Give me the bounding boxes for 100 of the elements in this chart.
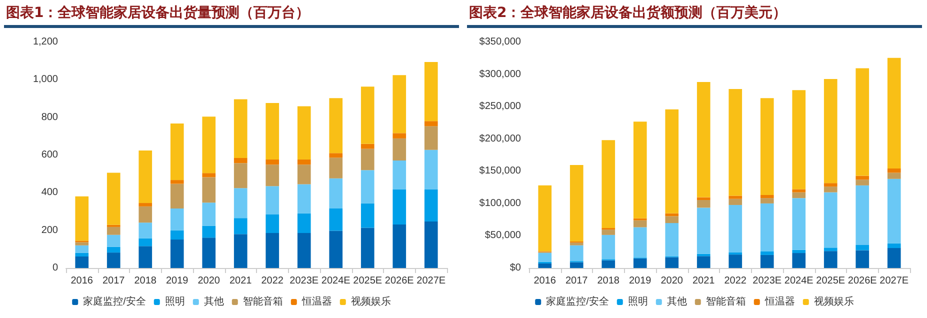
legend-label: 智能音箱 [242, 296, 283, 308]
bar [602, 140, 616, 228]
chart-title: 图表1：全球智能家居设备出货量预测（百万台） [4, 0, 459, 28]
bar [170, 124, 184, 180]
bar [392, 189, 406, 224]
bar [665, 216, 679, 224]
bar [792, 192, 806, 198]
y-tick-label: $100,000 [479, 198, 522, 209]
bar [392, 224, 406, 268]
bar [760, 251, 774, 255]
legend-label: 智能音箱 [706, 296, 746, 308]
bar [392, 138, 406, 160]
bar [570, 165, 584, 242]
x-tick-label: 2018 [134, 276, 157, 286]
bar [665, 257, 679, 268]
bar [824, 251, 838, 268]
bar [138, 203, 152, 206]
bar [696, 256, 710, 268]
y-tick-label: 0 [52, 262, 58, 274]
bar [329, 178, 343, 208]
bar [856, 185, 870, 245]
bar [696, 200, 710, 208]
bar [792, 250, 806, 254]
bar [329, 230, 343, 268]
bar [424, 121, 438, 126]
bar [297, 164, 311, 184]
bar [138, 238, 152, 246]
y-tick-label: $150,000 [479, 166, 522, 177]
x-tick-label: 2022 [261, 276, 284, 286]
bar [170, 180, 184, 184]
bar [696, 208, 710, 254]
bar [75, 196, 89, 241]
bar [760, 254, 774, 268]
y-tick-label: $0 [510, 262, 522, 274]
y-tick-label: 1,200 [32, 36, 58, 48]
bar [792, 198, 806, 250]
bar [760, 203, 774, 252]
bar [424, 126, 438, 150]
bar [824, 79, 838, 184]
bar [728, 88, 742, 196]
bar [202, 202, 216, 226]
x-tick-label: 2027E [416, 276, 446, 286]
bar [75, 252, 89, 257]
legend-label: 其他 [204, 296, 224, 308]
x-tick-label: 2020 [660, 276, 684, 286]
legend-label: 照明 [628, 296, 648, 308]
bar [138, 206, 152, 223]
legend-label: 视频娱乐 [814, 296, 854, 308]
bar [329, 153, 343, 158]
bar [792, 189, 806, 192]
bar [106, 234, 120, 247]
bar [75, 256, 89, 268]
bar [266, 186, 280, 215]
bar [392, 133, 406, 138]
x-tick-label: 2019 [166, 276, 189, 286]
bar [234, 188, 248, 218]
bar [170, 240, 184, 268]
bar [665, 213, 679, 216]
bar [856, 68, 870, 176]
x-tick-label: 2021 [692, 276, 716, 286]
x-tick-label: 2023E [290, 276, 319, 286]
bar [792, 253, 806, 268]
x-tick-label: 2023E [752, 276, 782, 286]
bar [856, 180, 870, 186]
bar [202, 177, 216, 203]
bar [424, 62, 438, 122]
bar [297, 232, 311, 268]
legend-label: 其他 [666, 296, 687, 308]
bar [887, 168, 901, 173]
bar [202, 238, 216, 268]
x-tick-label: 2020 [198, 276, 220, 286]
y-tick-label: $300,000 [479, 68, 522, 80]
bar [360, 86, 374, 144]
legend-label: 视频娱乐 [350, 296, 391, 308]
bar [824, 248, 838, 252]
bar [75, 245, 89, 253]
bar [234, 99, 248, 158]
x-tick-label: 2024E [784, 276, 814, 286]
bar [856, 176, 870, 180]
bar [170, 208, 184, 230]
bar [297, 106, 311, 160]
bar [297, 184, 311, 214]
x-tick-label: 2018 [597, 276, 620, 286]
bar [170, 230, 184, 240]
bar [633, 258, 647, 268]
bar [887, 172, 901, 179]
bar [297, 160, 311, 165]
bar [538, 263, 552, 268]
x-tick-label: 2021 [230, 276, 252, 286]
x-tick-label: 2019 [629, 276, 652, 286]
y-tick-label: $250,000 [479, 101, 522, 112]
bar [887, 243, 901, 248]
y-tick-label: 800 [41, 112, 58, 123]
bar [696, 82, 710, 198]
bar [824, 183, 838, 187]
bar [728, 198, 742, 205]
bar [202, 226, 216, 238]
y-tick-label: 600 [41, 150, 58, 160]
bar [266, 214, 280, 233]
bar [266, 103, 280, 160]
